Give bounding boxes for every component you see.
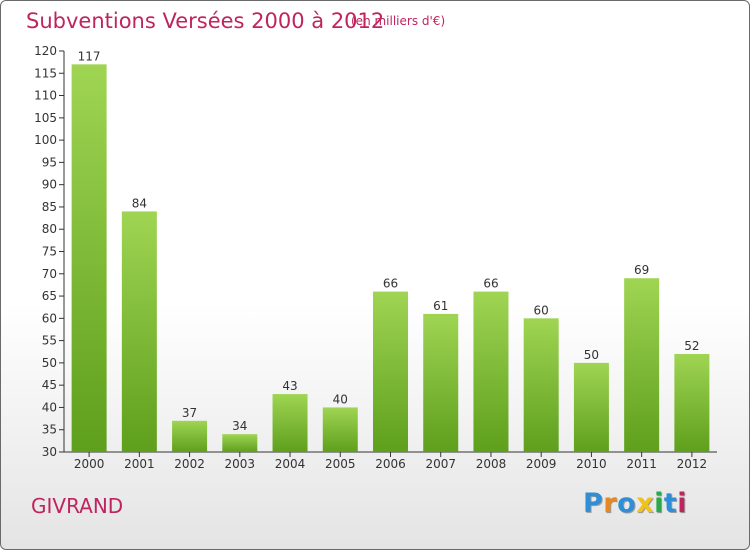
x-tick-label: 2010 [576, 457, 607, 471]
bar [322, 407, 358, 452]
x-tick-label: 2003 [225, 457, 256, 471]
chart-title: Subventions Versées 2000 à 2012 [26, 9, 385, 33]
y-tick-label: 40 [42, 400, 57, 414]
data-label: 117 [78, 49, 101, 63]
x-tick-label: 2002 [174, 457, 205, 471]
bar [674, 353, 710, 452]
data-label: 52 [684, 339, 699, 353]
chart-bars: 117 84 37 34 43 40 66 61 66 60 50 69 52 [71, 49, 710, 452]
bar [121, 211, 157, 452]
x-tick-label: 2008 [476, 457, 507, 471]
y-tick-label: 95 [42, 155, 57, 169]
x-tick-label: 2006 [375, 457, 406, 471]
logo-letter: t [663, 488, 678, 519]
x-tick-label: 2011 [626, 457, 657, 471]
logo-letter: x [636, 488, 655, 519]
y-tick-label: 30 [42, 445, 57, 459]
x-tick-label: 2005 [325, 457, 356, 471]
y-tick-label: 100 [34, 133, 57, 147]
data-label: 84 [132, 196, 147, 210]
y-tick-label: 60 [42, 311, 57, 325]
data-label: 34 [232, 419, 247, 433]
logo-letter: P [583, 488, 604, 519]
data-label: 66 [383, 277, 398, 291]
y-tick-label: 45 [42, 378, 57, 392]
bar [473, 291, 509, 452]
data-label: 66 [483, 277, 498, 291]
y-tick-label: 65 [42, 289, 57, 303]
chart-axes: 30 35 40 45 50 55 60 65 70 75 80 85 90 95 100 105 110 115… [34, 44, 717, 471]
y-tick-label: 70 [42, 267, 57, 281]
commune-name: GIVRAND [31, 494, 124, 518]
y-tick-label: 110 [34, 89, 57, 103]
logo-letter: r [603, 488, 618, 519]
x-tick-label: 2009 [526, 457, 557, 471]
bar [523, 318, 559, 452]
chart-unit-subtitle: (en milliers d'€) [351, 14, 446, 28]
y-tick-label: 50 [42, 356, 57, 370]
bar [172, 420, 208, 452]
y-tick-label: 120 [34, 44, 57, 58]
bar [222, 434, 258, 452]
data-label: 43 [282, 379, 297, 393]
data-label: 61 [433, 299, 448, 313]
data-label: 37 [182, 406, 197, 420]
data-label: 50 [584, 348, 599, 362]
y-tick-label: 80 [42, 222, 57, 236]
data-label: 60 [534, 303, 549, 317]
y-tick-label: 115 [34, 66, 57, 80]
data-label: 69 [634, 263, 649, 277]
logo-letter: o [617, 488, 637, 519]
y-tick-label: 105 [34, 111, 57, 125]
y-tick-label: 75 [42, 245, 57, 259]
logo-letter: i [654, 488, 664, 519]
x-tick-label: 2007 [425, 457, 456, 471]
bar [373, 291, 408, 452]
bar [624, 278, 660, 452]
bar [573, 362, 609, 452]
bar [71, 64, 107, 452]
data-label: 40 [333, 392, 348, 406]
x-tick-label: 2001 [124, 457, 155, 471]
x-tick-label: 2012 [677, 457, 708, 471]
logo-letter: i [677, 488, 688, 519]
y-tick-label: 35 [42, 423, 57, 437]
y-tick-label: 85 [42, 200, 57, 214]
y-tick-label: 55 [42, 334, 57, 348]
x-tick-label: 2004 [275, 457, 306, 471]
y-tick-label: 90 [42, 178, 57, 192]
bar [272, 394, 308, 452]
proxiti-logo: Proxiti [583, 488, 687, 519]
x-tick-label: 2000 [74, 457, 105, 471]
bar [423, 313, 459, 452]
